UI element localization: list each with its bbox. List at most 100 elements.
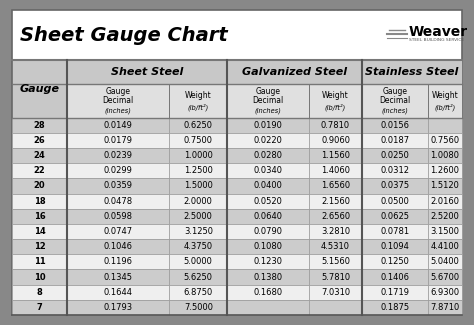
Text: 0.6250: 0.6250: [184, 121, 213, 130]
Text: Sheet Steel: Sheet Steel: [111, 67, 183, 77]
Text: 12: 12: [34, 242, 46, 251]
Text: 5.6700: 5.6700: [430, 273, 459, 281]
Bar: [362, 224, 428, 239]
Bar: [227, 209, 309, 224]
Bar: [309, 178, 362, 194]
Text: 1.4060: 1.4060: [321, 166, 350, 175]
Bar: [309, 133, 362, 148]
Bar: [428, 269, 462, 285]
Text: 0.0359: 0.0359: [104, 181, 133, 190]
Bar: [227, 254, 309, 269]
Text: 28: 28: [34, 121, 45, 130]
Text: 5.0000: 5.0000: [184, 257, 213, 266]
Text: 0.0190: 0.0190: [254, 121, 283, 130]
Bar: [362, 133, 428, 148]
Bar: [12, 118, 67, 133]
Text: (lb/ft²): (lb/ft²): [325, 104, 346, 111]
Text: 0.7560: 0.7560: [430, 136, 459, 145]
Bar: [309, 118, 362, 133]
Bar: [309, 300, 362, 315]
Text: Decimal: Decimal: [253, 97, 283, 105]
Text: 0.0598: 0.0598: [104, 212, 133, 221]
Text: 26: 26: [34, 136, 46, 145]
Bar: [12, 254, 67, 269]
Bar: [67, 239, 170, 254]
Text: 6.8750: 6.8750: [183, 288, 213, 297]
Text: 24: 24: [34, 151, 46, 160]
Text: 0.0500: 0.0500: [381, 197, 410, 206]
Bar: [227, 269, 309, 285]
Bar: [227, 178, 309, 194]
Bar: [170, 163, 227, 178]
Bar: [309, 209, 362, 224]
Text: 0.0520: 0.0520: [254, 197, 283, 206]
Bar: [309, 148, 362, 163]
Text: 0.1345: 0.1345: [104, 273, 133, 281]
Bar: [428, 178, 462, 194]
Bar: [428, 118, 462, 133]
Bar: [67, 224, 170, 239]
Text: 5.7810: 5.7810: [321, 273, 350, 281]
Text: Galvanized Steel: Galvanized Steel: [242, 67, 347, 77]
Bar: [428, 148, 462, 163]
Bar: [362, 148, 428, 163]
Bar: [67, 163, 170, 178]
Text: Stainless Steel: Stainless Steel: [365, 67, 459, 77]
Text: Weight: Weight: [185, 91, 212, 100]
Bar: [362, 254, 428, 269]
Bar: [12, 178, 67, 194]
Bar: [12, 133, 67, 148]
Bar: [362, 163, 428, 178]
Text: 0.0781: 0.0781: [381, 227, 410, 236]
Text: 0.0280: 0.0280: [254, 151, 283, 160]
Bar: [309, 163, 362, 178]
Bar: [67, 300, 170, 315]
Text: 0.0179: 0.0179: [104, 136, 133, 145]
Bar: [309, 254, 362, 269]
Bar: [362, 84, 428, 118]
Bar: [12, 209, 67, 224]
Bar: [362, 300, 428, 315]
Bar: [170, 133, 227, 148]
Bar: [67, 118, 170, 133]
Text: 0.1875: 0.1875: [381, 303, 410, 312]
Text: 1.2600: 1.2600: [430, 166, 459, 175]
Bar: [67, 254, 170, 269]
Bar: [227, 300, 309, 315]
Bar: [227, 84, 309, 118]
Bar: [362, 118, 428, 133]
Bar: [428, 239, 462, 254]
Text: 7.8710: 7.8710: [430, 303, 459, 312]
Bar: [428, 133, 462, 148]
Bar: [309, 224, 362, 239]
Bar: [362, 194, 428, 209]
Text: Gauge: Gauge: [19, 84, 59, 94]
Text: 0.1380: 0.1380: [254, 273, 283, 281]
Bar: [170, 239, 227, 254]
Bar: [227, 118, 309, 133]
Text: 3.2810: 3.2810: [321, 227, 350, 236]
Bar: [12, 148, 67, 163]
Text: 7.0310: 7.0310: [321, 288, 350, 297]
Text: 11: 11: [34, 257, 46, 266]
Text: 6.9300: 6.9300: [430, 288, 459, 297]
Text: (inches): (inches): [382, 107, 409, 113]
Bar: [67, 84, 170, 118]
Text: 0.0625: 0.0625: [381, 212, 410, 221]
Bar: [227, 224, 309, 239]
Bar: [67, 60, 227, 84]
Text: Gauge: Gauge: [106, 87, 131, 96]
Text: 0.0250: 0.0250: [381, 151, 410, 160]
Bar: [362, 209, 428, 224]
Text: 16: 16: [34, 212, 46, 221]
Bar: [227, 285, 309, 300]
Bar: [170, 254, 227, 269]
Bar: [170, 178, 227, 194]
Bar: [12, 60, 67, 118]
Text: 4.3750: 4.3750: [184, 242, 213, 251]
Text: (inches): (inches): [105, 107, 132, 113]
Bar: [428, 254, 462, 269]
Text: 0.0400: 0.0400: [254, 181, 283, 190]
Text: 0.0299: 0.0299: [104, 166, 133, 175]
Text: Weaver: Weaver: [409, 25, 468, 39]
